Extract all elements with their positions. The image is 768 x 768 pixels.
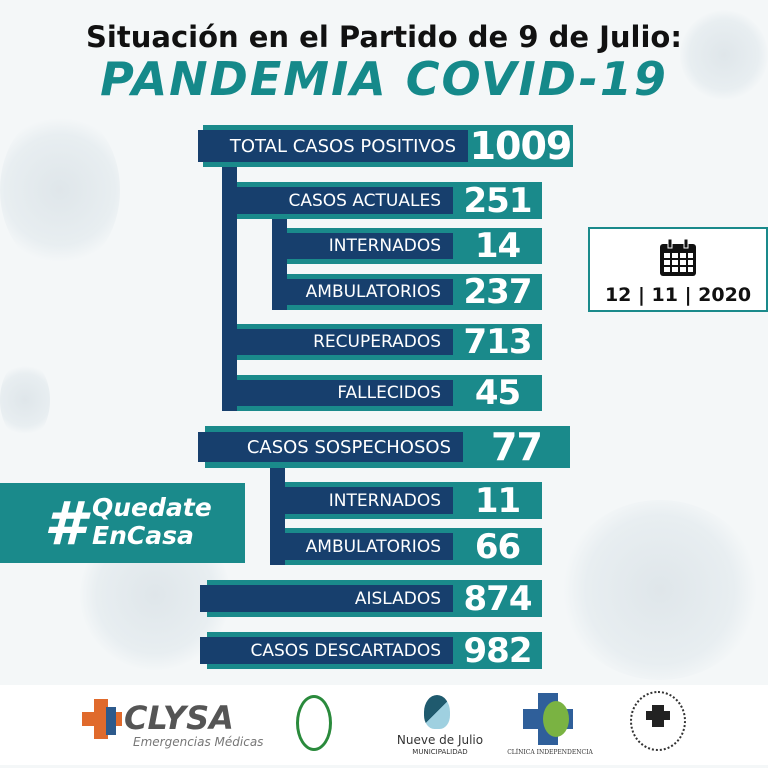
date-box: 12 | 11 | 2020 [588,227,768,312]
stat-value: 1009 [469,124,573,168]
hashtag-banner: # Quedate EnCasa [0,483,245,563]
stat-value: 982 [463,630,533,671]
nueve-de-julio-emblem [424,695,450,729]
stat-value: 874 [463,578,533,619]
stat-value: 66 [474,526,521,567]
calendar-icon [660,239,696,276]
stat-label: AMBULATORIOS [287,279,453,305]
medical-circle-logo [296,695,332,751]
stat-label: AMBULATORIOS [285,533,453,560]
stat-label: AISLADOS [200,585,453,612]
virus-decoration [0,110,120,270]
nueve-de-julio-logo: Nueve de Julio [396,733,484,747]
stat-label: RECUPERADOS [237,329,453,355]
virus-decoration [680,10,768,100]
stat-value: 251 [463,180,533,221]
report-date: 12 | 11 | 2020 [604,284,752,306]
virus-decoration [560,500,760,680]
sponsor-logos: CLYSA Emergencias Médicas Nueve de Julio… [0,685,768,765]
stat-value: 11 [474,480,521,521]
association-seal-logo [630,691,686,751]
clysa-logo: CLYSA [124,699,234,737]
hashtag-line2: EnCasa [92,521,194,550]
page-title: PANDEMIA COVID-19 [100,52,668,106]
stat-label: CASOS DESCARTADOS [200,637,453,664]
stat-label: CASOS ACTUALES [237,187,453,214]
clysa-cross-icon [82,699,122,739]
stat-label: CASOS SOSPECHOSOS [198,432,463,462]
stat-value: 45 [474,373,521,413]
hashtag-symbol: # [44,489,86,559]
nueve-de-julio-subtitle: MUNICIPALIDAD [412,748,468,756]
stat-value: 14 [474,226,521,266]
clinica-logo: CLÍNICA INDEPENDENCIA [507,749,593,756]
clysa-subtitle: Emergencias Médicas [133,735,264,749]
tree-connector [272,212,287,310]
stat-label: FALLECIDOS [237,380,453,406]
stat-value: 77 [491,425,543,469]
virus-decoration [0,360,50,440]
header-subtitle: Situación en el Partido de 9 de Julio: [86,20,682,54]
hashtag-line1: Quedate [92,493,212,522]
stat-value: 237 [463,272,533,312]
stat-label: INTERNADOS [287,233,453,259]
stat-label: TOTAL CASOS POSITIVOS [198,130,468,162]
stat-value: 713 [463,322,533,362]
tree-connector [222,158,237,411]
tree-connector [270,460,285,565]
stat-label: INTERNADOS [285,487,453,514]
clinica-cross-icon [523,693,573,745]
